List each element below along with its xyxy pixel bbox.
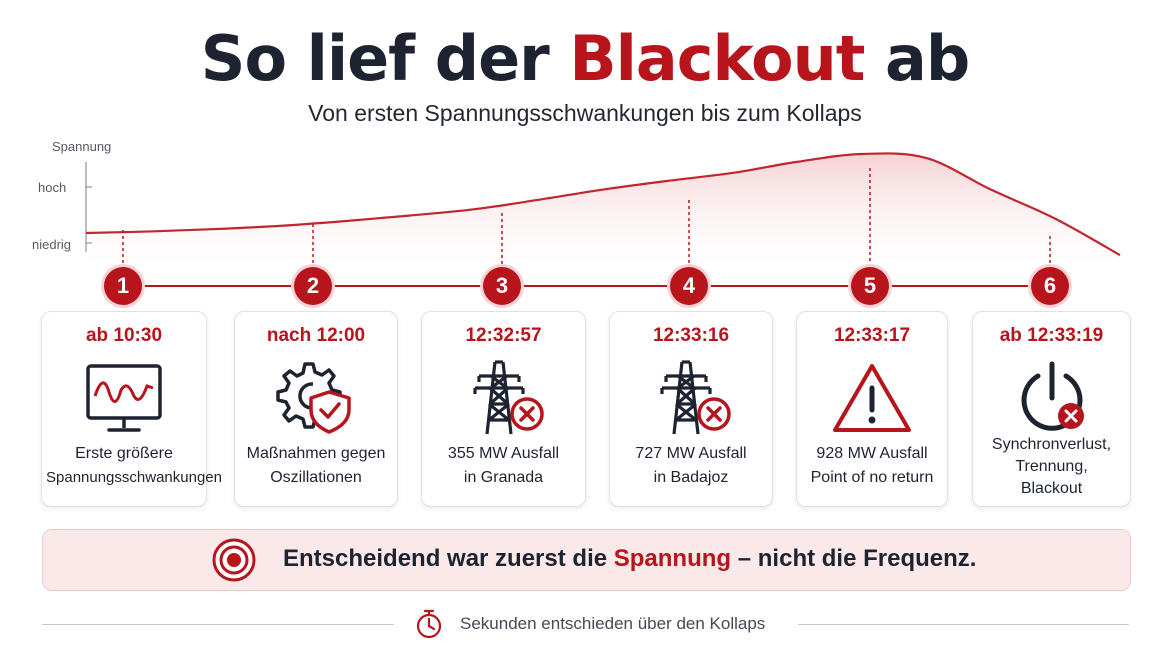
step-line: Synchronverlust, — [991, 436, 1112, 453]
footer-divider-right — [798, 624, 1129, 625]
step-card-2: nach 12:00 Maßnahmen gegen Oszillationen — [234, 311, 398, 507]
page-subtitle: Von ersten Spannungsschwankungen bis zum… — [308, 100, 862, 126]
step-number-2: 2 — [294, 267, 332, 305]
step-line: in Badajoz — [653, 469, 729, 486]
step-line: Trennung, — [1015, 458, 1088, 475]
step-line: 355 MW Ausfall — [447, 445, 560, 462]
power-tower-failure-icon — [610, 358, 772, 444]
step-line: in Granada — [463, 469, 544, 486]
step-time: ab 10:30 — [85, 325, 163, 346]
step-description: Maßnahmen gegen Oszillationen — [239, 442, 393, 490]
step-description: Erste größere Spannungsschwankungen — [46, 442, 222, 490]
step-line: Point of no return — [810, 469, 934, 486]
banner-accent: Spannung — [613, 545, 732, 572]
step-time: 12:32:57 — [465, 325, 542, 346]
step-description: 355 MW Ausfall in Granada — [426, 442, 581, 490]
step-time: 12:33:16 — [652, 325, 730, 346]
target-icon — [211, 537, 257, 588]
step-number-3: 3 — [483, 267, 521, 305]
step-description: 928 MW Ausfall Point of no return — [801, 442, 943, 490]
stopwatch-icon — [414, 608, 444, 645]
title-prefix: So lief der — [200, 22, 570, 95]
step-number-4: 4 — [670, 267, 708, 305]
step-line: Spannungsschwankungen — [46, 469, 222, 486]
step-line: Maßnahmen gegen — [246, 445, 386, 462]
key-insight-banner: Entscheidend war zuerst die Spannung – n… — [42, 529, 1131, 591]
warning-icon — [797, 358, 947, 444]
y-tick-label-niedrig: niedrig — [32, 237, 72, 252]
step-line: 727 MW Ausfall — [635, 445, 747, 462]
gear-shield-icon — [235, 358, 397, 444]
title-suffix: ab — [864, 22, 970, 95]
y-axis-label: Spannung — [52, 139, 112, 154]
step-description: Synchronverlust, Trennung, Blackout — [977, 434, 1126, 500]
banner-prefix: Entscheidend war zuerst die — [283, 545, 614, 572]
timeline — [122, 168, 1051, 287]
y-tick-label-hoch: hoch — [38, 180, 67, 195]
step-line: 928 MW Ausfall — [816, 445, 928, 462]
voltage-area — [86, 153, 1120, 262]
page-title: So lief der Blackout ab — [0, 22, 1170, 95]
banner-text: Entscheidend war zuerst die Spannung – n… — [283, 545, 976, 573]
power-off-icon — [973, 358, 1130, 444]
step-card-3: 12:32:57 355 MW Ausfall in Granada — [421, 311, 586, 507]
step-number-6: 6 — [1031, 267, 1069, 305]
step-card-1: ab 10:30 Erste größere Spannungsschwanku… — [41, 311, 222, 507]
step-line: Oszillationen — [270, 469, 362, 486]
step-number-1: 1 — [104, 267, 142, 305]
footer-text: Sekunden entschieden über den Kollaps — [460, 614, 766, 633]
step-time: nach 12:00 — [266, 325, 366, 346]
banner-suffix: – nicht die Frequenz. — [731, 545, 977, 572]
step-description: 727 MW Ausfall in Badajoz — [614, 442, 768, 490]
step-card-4: 12:33:16 727 MW Ausfall in Badajoz — [609, 311, 773, 507]
step-time: 12:33:17 — [833, 325, 911, 346]
footer-divider-left — [42, 624, 394, 625]
step-time: ab 12:33:19 — [999, 325, 1104, 346]
power-tower-failure-icon — [422, 358, 585, 444]
title-accent: Blackout — [569, 22, 865, 95]
step-line: Blackout — [1020, 480, 1083, 497]
step-number-5: 5 — [851, 267, 889, 305]
voltage-line — [85, 152, 1121, 257]
step-line: Erste größere — [75, 445, 173, 462]
oscilloscope-monitor-icon — [42, 358, 206, 444]
step-card-6: ab 12:33:19 Synchronverlust, Trennung, B… — [972, 311, 1131, 507]
voltage-chart — [85, 152, 1121, 262]
step-card-5: 12:33:17 928 MW Ausfall Point of no retu… — [796, 311, 948, 507]
